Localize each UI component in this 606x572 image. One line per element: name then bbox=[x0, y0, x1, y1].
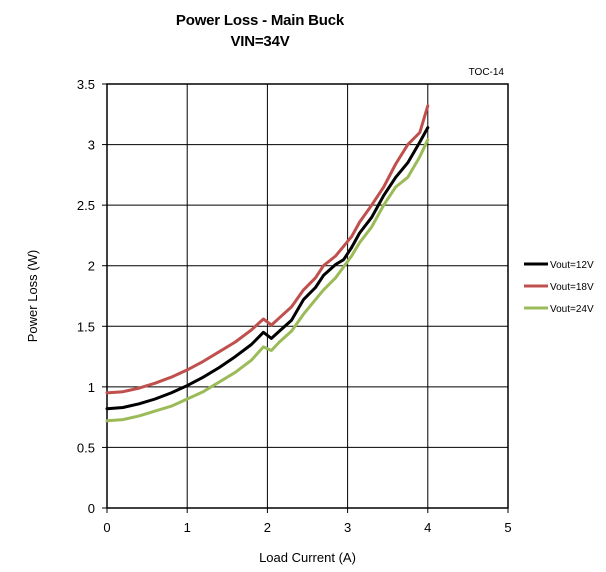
x-tick-label: 3 bbox=[344, 520, 351, 535]
chart-title: Power Loss - Main Buck bbox=[175, 12, 345, 29]
x-tick-label: 1 bbox=[184, 520, 191, 535]
x-tick-label: 5 bbox=[504, 520, 511, 535]
legend: Vout=12V Vout=18V Vout=24V bbox=[524, 260, 594, 315]
legend-label: Vout=24V bbox=[550, 304, 594, 315]
series-lines bbox=[105, 104, 430, 423]
y-tick-label: 3.5 bbox=[77, 77, 95, 92]
chart-subtitle: VIN=34V bbox=[230, 33, 290, 50]
y-tick-label: 1 bbox=[88, 380, 95, 395]
legend-label: Vout=18V bbox=[550, 282, 594, 293]
x-axis-label: Load Current (A) bbox=[259, 550, 356, 565]
series-line bbox=[105, 138, 430, 423]
plot-area-border bbox=[106, 83, 509, 509]
series-line bbox=[105, 104, 430, 395]
y-tick-label: 3 bbox=[88, 138, 95, 153]
x-tick-label: 0 bbox=[103, 520, 110, 535]
tick-labels: 0 1 2 3 4 5 0 0.5 1 1.5 2 2.5 3 3.5 bbox=[77, 77, 512, 535]
legend-label: Vout=12V bbox=[550, 260, 594, 271]
y-tick-label: 2.5 bbox=[77, 198, 95, 213]
x-tick-label: 2 bbox=[264, 520, 271, 535]
x-tick-label: 4 bbox=[424, 520, 431, 535]
y-tick-label: 0 bbox=[88, 501, 95, 516]
y-tick-label: 0.5 bbox=[77, 440, 95, 455]
y-tick-label: 1.5 bbox=[77, 319, 95, 334]
y-tick-label: 2 bbox=[88, 259, 95, 274]
series-line bbox=[105, 126, 430, 411]
toc-annotation: TOC-14 bbox=[469, 67, 505, 78]
grid bbox=[102, 83, 509, 513]
y-axis-label: Power Loss (W) bbox=[25, 250, 40, 342]
